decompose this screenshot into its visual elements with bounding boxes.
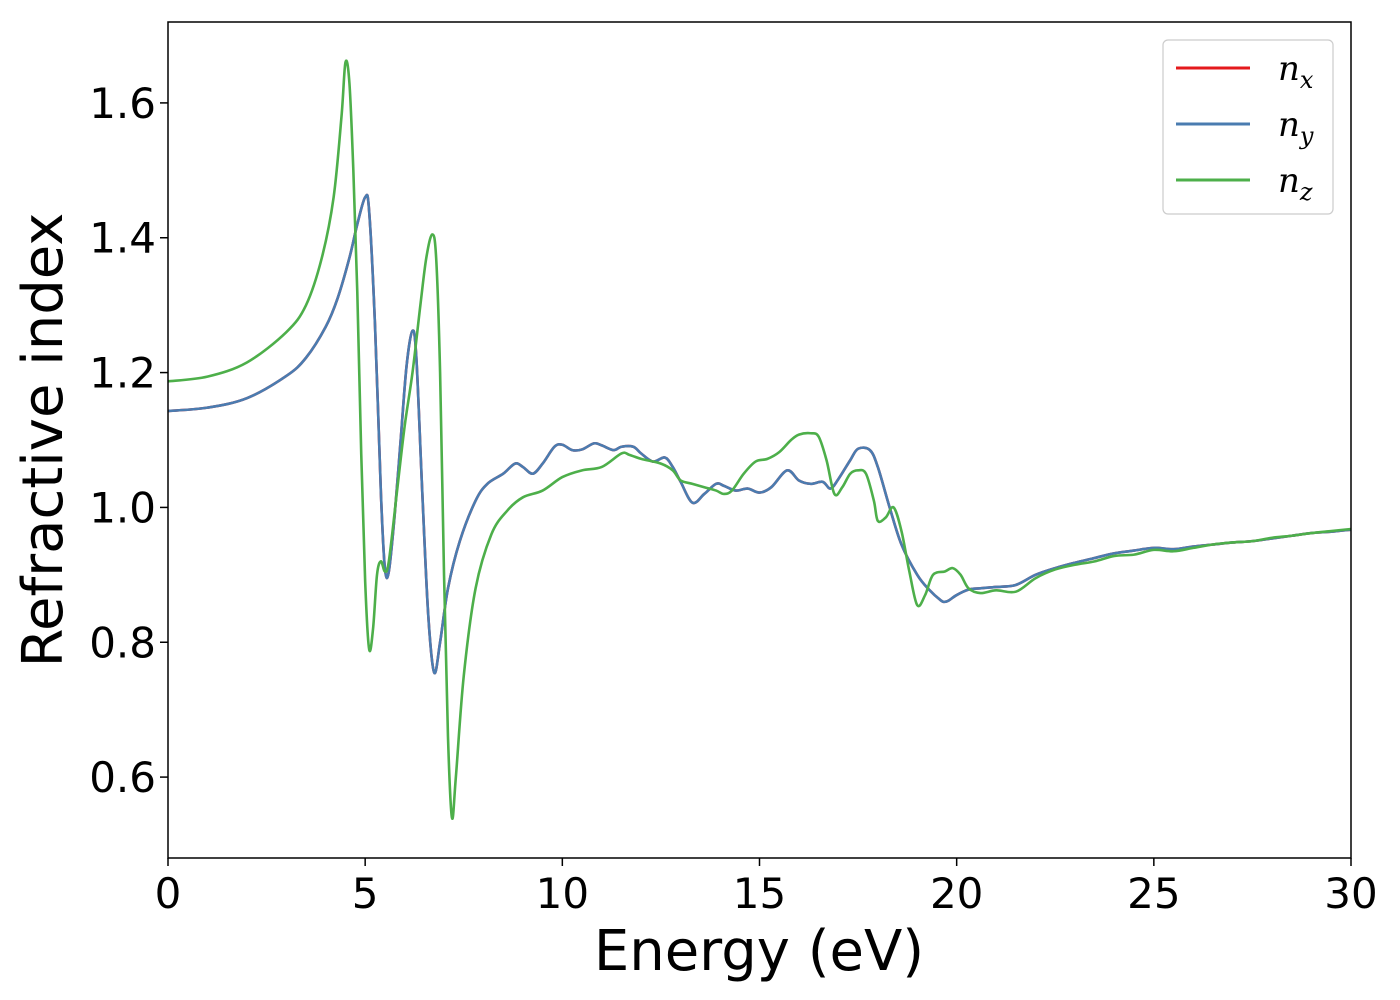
x-tick-label: 25: [1127, 869, 1180, 918]
legend-box: [1162, 39, 1334, 215]
legend: nx ny nz: [1162, 39, 1334, 215]
series-line-nx: [168, 193, 1351, 675]
y-axis: 0.6 0.8 1.0 1.2 1.4 1.6: [89, 79, 168, 802]
y-tick-label: 1.4: [89, 214, 156, 263]
y-axis-label: Refractive index: [11, 213, 76, 668]
x-axis: 0 5 10 15 20 25 30: [155, 858, 1378, 918]
series-line-ny: [168, 193, 1351, 675]
y-tick-label: 0.8: [89, 618, 156, 667]
x-tick-label: 5: [352, 869, 379, 918]
series-line-nz: [168, 59, 1351, 821]
x-tick-label: 15: [733, 869, 786, 918]
x-axis-label: Energy (eV): [594, 919, 924, 984]
series-layer: [168, 59, 1351, 821]
legend-label-y: ny: [1278, 105, 1314, 150]
x-tick-label: 30: [1324, 869, 1377, 918]
legend-label-z: nz: [1278, 161, 1313, 206]
x-tick-label: 20: [930, 869, 983, 918]
y-tick-label: 0.6: [89, 753, 156, 802]
y-tick-label: 1.0: [89, 483, 156, 532]
legend-label-x: nx: [1278, 49, 1314, 94]
x-tick-label: 10: [536, 869, 589, 918]
y-tick-label: 1.2: [89, 349, 156, 398]
y-tick-label: 1.6: [89, 79, 156, 128]
x-tick-label: 0: [155, 869, 182, 918]
